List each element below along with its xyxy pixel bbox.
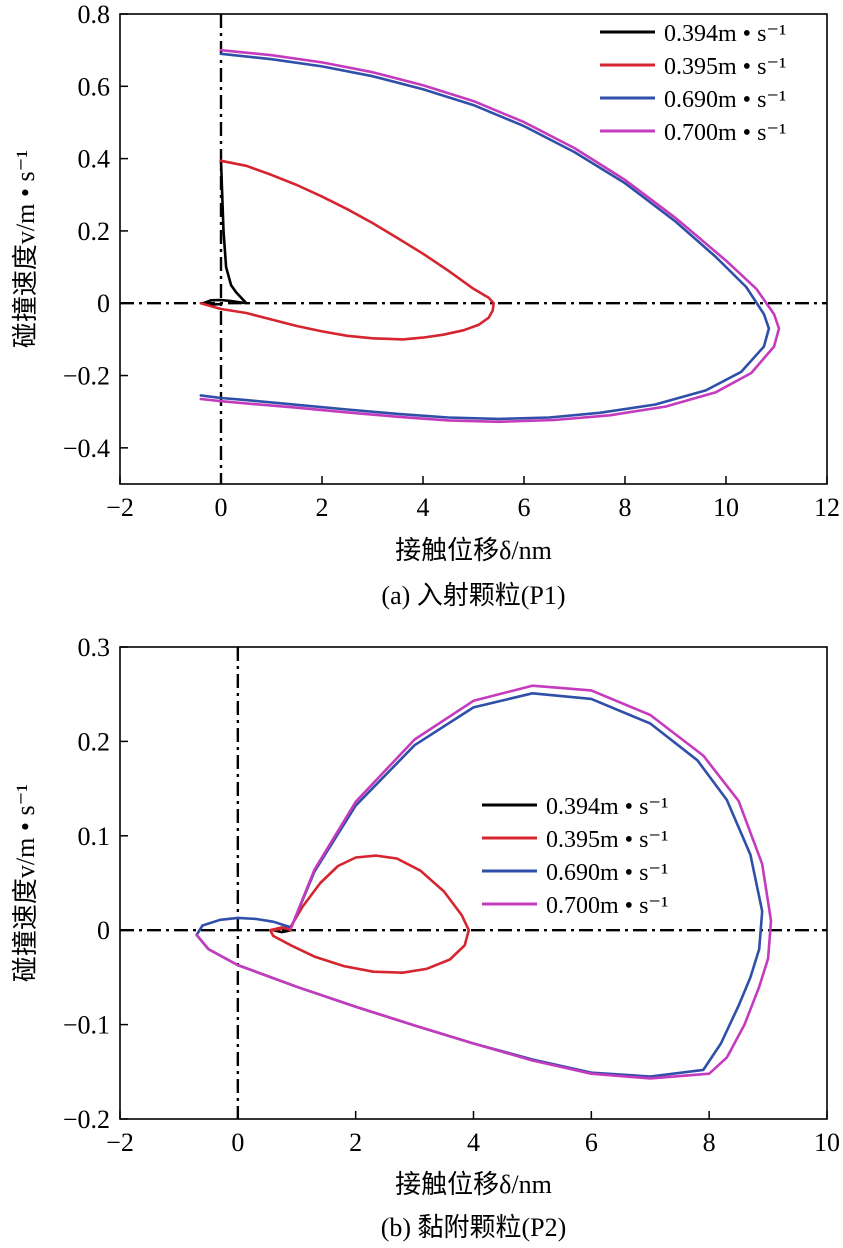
y-axis-label: 碰撞速度v/m • s⁻¹ — [11, 150, 40, 348]
series-line — [195, 691, 764, 1078]
series-line — [199, 52, 771, 421]
y-tick-label: −0.2 — [63, 1105, 110, 1134]
x-tick-label: 12 — [814, 493, 840, 522]
y-tick-label: 0.4 — [78, 145, 111, 174]
axis-ticks: −2 0 2 4 6 8 10 −0.2 −0.1 0 0.1 0.2 0.3 — [63, 633, 840, 1157]
x-tick-label: 10 — [713, 493, 739, 522]
x-tick-label: 8 — [703, 1128, 716, 1157]
legend: 0.394m • s⁻¹ 0.395m • s⁻¹ 0.690m • s⁻¹ 0.70… — [482, 794, 668, 919]
y-tick-label: −0.1 — [63, 1011, 110, 1040]
x-axis-label: 接触位移δ/nm — [395, 536, 552, 565]
legend-label: 0.700m • s⁻¹ — [546, 893, 668, 919]
y-tick-label: −0.4 — [63, 434, 110, 463]
panel-a: −2 0 2 4 6 8 10 12 −0.4 −0.2 0 0.2 0.4 0.6 0.8 0.394m … — [11, 0, 840, 610]
x-tick-label: 4 — [467, 1128, 480, 1157]
series-group — [199, 48, 781, 424]
series-group — [195, 684, 773, 1080]
y-tick-label: 0.8 — [78, 0, 111, 29]
x-tick-label: 4 — [417, 493, 430, 522]
series-line — [199, 48, 781, 424]
x-tick-label: 10 — [814, 1128, 840, 1157]
legend-label: 0.690m • s⁻¹ — [546, 860, 668, 886]
x-tick-label: −2 — [106, 493, 134, 522]
y-tick-label: 0 — [97, 916, 110, 945]
x-tick-label: 8 — [619, 493, 632, 522]
plot-frame — [119, 13, 828, 485]
y-tick-label: 0 — [97, 289, 110, 318]
panel-b: −2 0 2 4 6 8 10 −0.2 −0.1 0 0.1 0.2 0.3 0.394m • s⁻¹… — [11, 633, 840, 1242]
x-axis-label: 接触位移δ/nm — [395, 1170, 552, 1199]
x-tick-label: 0 — [231, 1128, 244, 1157]
plot-frame — [119, 646, 828, 1120]
y-tick-label: 0.2 — [78, 727, 111, 756]
legend-label: 0.395m • s⁻¹ — [664, 54, 786, 80]
legend: 0.394m • s⁻¹ 0.395m • s⁻¹ 0.690m • s⁻¹ 0.70… — [600, 21, 786, 146]
axis-ticks: −2 0 2 4 6 8 10 12 −0.4 −0.2 0 0.2 0.4 0.6 0.8 — [63, 0, 840, 522]
legend-label: 0.395m • s⁻¹ — [546, 827, 668, 853]
legend-label: 0.394m • s⁻¹ — [546, 794, 668, 820]
x-tick-label: 6 — [518, 493, 531, 522]
y-tick-label: 0.1 — [78, 822, 111, 851]
y-axis-label: 碰撞速度v/m • s⁻¹ — [11, 784, 40, 982]
series-line — [202, 159, 248, 307]
x-tick-label: 0 — [215, 493, 228, 522]
y-tick-label: 0.3 — [78, 633, 111, 662]
x-tick-label: 2 — [316, 493, 329, 522]
reference-lines — [120, 647, 827, 1119]
panel-caption: (b) 黏附颗粒(P2) — [381, 1213, 567, 1242]
series-line — [199, 159, 496, 341]
y-tick-label: 0.6 — [78, 72, 111, 101]
legend-label: 0.690m • s⁻¹ — [664, 87, 786, 113]
legend-label: 0.394m • s⁻¹ — [664, 21, 786, 47]
x-tick-label: −2 — [106, 1128, 134, 1157]
x-tick-label: 2 — [349, 1128, 362, 1157]
series-line — [268, 854, 471, 975]
panel-caption: (a) 入射颗粒(P1) — [381, 581, 565, 610]
legend-label: 0.700m • s⁻¹ — [664, 120, 786, 146]
y-tick-label: −0.2 — [63, 362, 110, 391]
x-tick-label: 6 — [585, 1128, 598, 1157]
series-line — [195, 684, 773, 1080]
y-tick-label: 0.2 — [78, 217, 111, 246]
